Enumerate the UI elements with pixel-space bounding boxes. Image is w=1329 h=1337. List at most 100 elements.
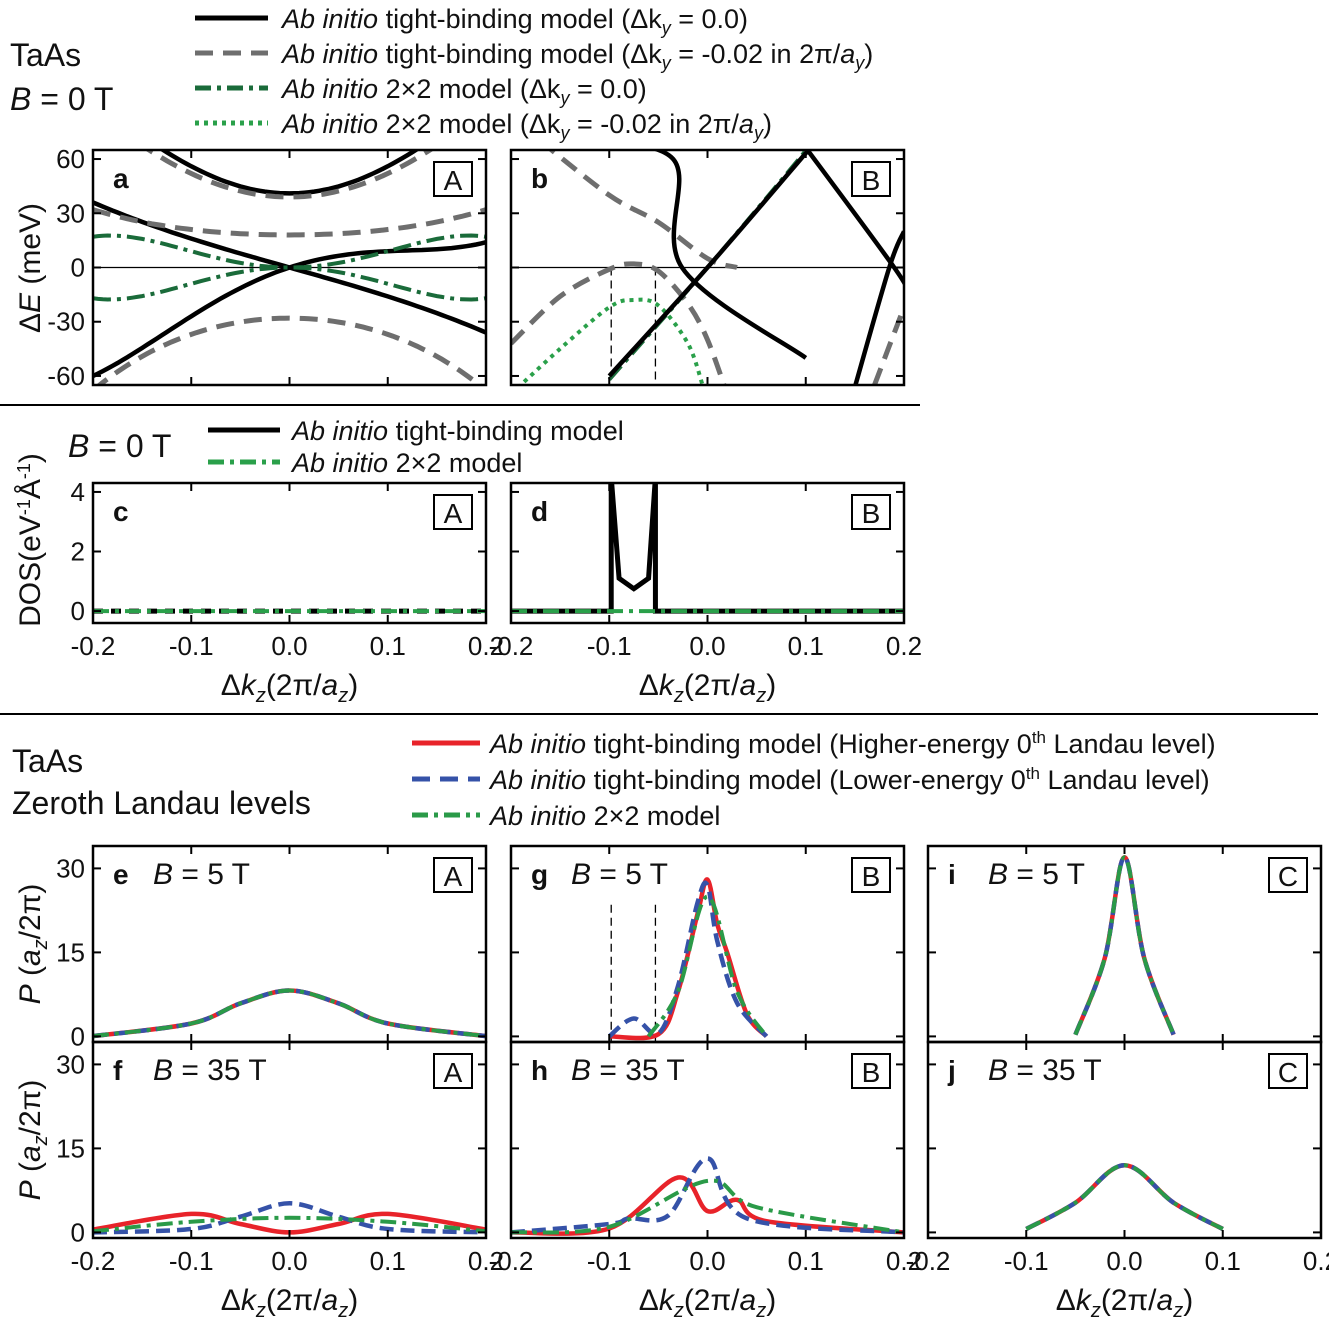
y-tick-label: 0 bbox=[71, 253, 85, 283]
probability-curve bbox=[607, 150, 812, 378]
panel-g: g B = 5 T B bbox=[509, 844, 906, 1044]
panel-letter: f bbox=[113, 1055, 123, 1086]
x-tick-label: 0.1 bbox=[788, 1246, 824, 1276]
point-box-label: A bbox=[444, 165, 463, 196]
field-strength-label: B = 35 T bbox=[988, 1054, 1102, 1087]
field-strength-label: B = 35 T bbox=[153, 1054, 267, 1087]
panel-c: -0.2 -0.1 0.0 0.1 0.2 4 2 0 c A Δkz(2π/az) bbox=[71, 477, 505, 707]
probability-curve bbox=[93, 988, 486, 1039]
panel-h: -0.2 -0.1 0.0 0.1 0.2 h B = 35 T B Δkz(2π/az) bbox=[489, 1040, 922, 1322]
plot-area bbox=[93, 988, 486, 1039]
panel-j: -0.2 -0.1 0.0 0.1 0.2 j B = 35 T C Δkz(2π/az) bbox=[906, 1040, 1329, 1322]
y-tick-label: 30 bbox=[56, 853, 85, 883]
legend-entry: Ab initio 2×2 model (Δky = 0.0) bbox=[280, 74, 647, 108]
x-tick-label: -0.2 bbox=[906, 1246, 951, 1276]
x-axis-label: Δkz(2π/az) bbox=[221, 1284, 358, 1322]
legends: Ab initio tight-binding model (Δky = 0.0… bbox=[195, 4, 1216, 831]
probability-curve bbox=[1025, 1162, 1224, 1231]
x-axis-label: Δkz(2π/az) bbox=[1056, 1284, 1193, 1322]
panel-letter: g bbox=[531, 859, 548, 890]
point-box bbox=[851, 857, 891, 893]
legend-entry: Ab initio 2×2 model (Δky = -0.02 in 2π/a… bbox=[280, 109, 772, 143]
panel-f: -0.2 -0.1 0.0 0.1 0.2 30 15 0 f B = 35 T A Δkz(2π/a… bbox=[56, 1040, 504, 1322]
band-curve bbox=[547, 150, 738, 270]
x-tick-label: -0.2 bbox=[489, 631, 534, 661]
panel-letter: i bbox=[948, 859, 956, 890]
band-curve bbox=[159, 150, 420, 196]
field-strength-label: B = 5 T bbox=[571, 858, 668, 891]
material-label-bottom: TaAs bbox=[12, 743, 83, 779]
y-tick-label: 30 bbox=[56, 198, 85, 228]
panel-frame bbox=[509, 481, 906, 625]
x-tick-label: 0.1 bbox=[370, 1246, 406, 1276]
x-axis-label: Δkz(2π/az) bbox=[639, 669, 776, 707]
panel-frame bbox=[91, 1040, 488, 1240]
point-box bbox=[433, 1053, 473, 1089]
panel-letter: d bbox=[531, 496, 548, 527]
y-tick-label: 0 bbox=[71, 596, 85, 626]
y-tick-label: 30 bbox=[56, 1049, 85, 1079]
x-tick-label: -0.2 bbox=[71, 1246, 116, 1276]
legend-entry: Ab initio 2×2 model bbox=[488, 801, 720, 831]
y-tick-label: 15 bbox=[56, 937, 85, 967]
x-tick-label: -0.1 bbox=[587, 1246, 632, 1276]
point-box bbox=[1268, 857, 1308, 893]
x-tick-label: 0.1 bbox=[1205, 1246, 1241, 1276]
probability-curve bbox=[1025, 1163, 1224, 1231]
panel-d: -0.2 -0.1 0.0 0.1 0.2 d B Δkz(2π/az) bbox=[489, 481, 922, 707]
panel-a: 60 30 0 -30 -60 a A bbox=[47, 144, 488, 391]
dos-curve bbox=[511, 483, 904, 614]
plot-area bbox=[511, 150, 904, 385]
y-tick-label: 0 bbox=[71, 1021, 85, 1051]
point-box-label: A bbox=[444, 861, 463, 892]
band-curve bbox=[93, 265, 486, 302]
point-box-label: C bbox=[1278, 1057, 1298, 1088]
legend-entry: Ab initio tight-binding model (Δky = -0.… bbox=[280, 39, 873, 73]
field-strength-label: B = 5 T bbox=[988, 858, 1085, 891]
x-tick-label: 0.2 bbox=[468, 631, 504, 661]
y-axis-label-dos: DOS(eV-1Å-1) bbox=[14, 453, 47, 627]
legend-entry: Ab initio tight-binding model (Δky = 0.0… bbox=[280, 4, 748, 38]
panel-i: i B = 5 T C bbox=[926, 844, 1323, 1044]
x-tick-label: 0.0 bbox=[271, 631, 307, 661]
probability-curve bbox=[804, 150, 904, 287]
y-axis-label-probability: P (az/2π) bbox=[14, 1080, 52, 1201]
panel-frame bbox=[926, 844, 1323, 1044]
dos-field-label: B = 0 T bbox=[68, 428, 171, 464]
point-box-label: B bbox=[862, 861, 881, 892]
legend-entry: Ab initio tight-binding model bbox=[290, 416, 624, 446]
band-curve bbox=[511, 261, 727, 385]
x-tick-label: 0.2 bbox=[886, 631, 922, 661]
probability-curve bbox=[511, 1156, 904, 1235]
point-box-label: B bbox=[862, 1057, 881, 1088]
legend-entry: Ab initio tight-binding model (Higher-en… bbox=[488, 728, 1216, 759]
probability-curve bbox=[650, 150, 808, 360]
field-strength-label: B = 35 T bbox=[571, 1054, 685, 1087]
panel-letter: b bbox=[531, 163, 548, 194]
y-axis-label-energy: ΔE (meV) bbox=[14, 203, 47, 333]
y-tick-label: 4 bbox=[71, 477, 85, 507]
panel-frame bbox=[91, 481, 488, 625]
panel-letter: j bbox=[947, 1055, 956, 1086]
panel-letter: h bbox=[531, 1055, 548, 1086]
plot-area bbox=[1025, 1162, 1224, 1231]
y-tick-label: 0 bbox=[71, 1217, 85, 1247]
point-box-label: B bbox=[862, 165, 881, 196]
plot-area bbox=[1073, 854, 1176, 1036]
x-tick-label: -0.1 bbox=[1004, 1246, 1049, 1276]
y-tick-label: -60 bbox=[47, 361, 85, 391]
field-label: B = 0 T bbox=[10, 81, 113, 117]
plot-area bbox=[607, 877, 769, 1042]
point-box bbox=[851, 161, 891, 197]
plot-area bbox=[511, 483, 904, 614]
band-curve bbox=[872, 306, 904, 385]
probability-curve bbox=[1073, 855, 1176, 1036]
point-box-label: A bbox=[444, 498, 463, 529]
x-axis-label: Δkz(2π/az) bbox=[639, 1284, 776, 1322]
probability-curve bbox=[93, 1215, 486, 1234]
probability-curve bbox=[1025, 1162, 1224, 1231]
probability-curve bbox=[93, 1201, 486, 1235]
x-tick-label: 0.1 bbox=[370, 631, 406, 661]
